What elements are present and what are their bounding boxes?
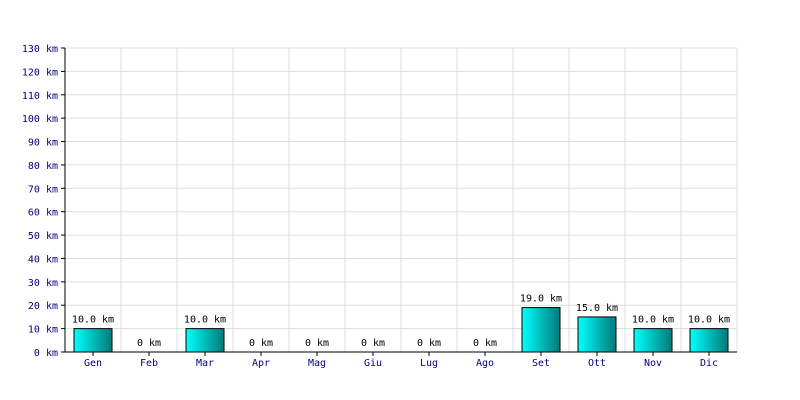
data-label-mag: 0 km: [305, 338, 329, 349]
x-tick-label-dic: Dic: [700, 358, 718, 369]
data-label-set: 19.0 km: [520, 294, 562, 305]
data-label-nov: 10.0 km: [632, 315, 674, 326]
y-tick-label: 130 km: [22, 44, 58, 55]
axes: [61, 47, 737, 356]
x-tick-label-ago: Ago: [476, 358, 494, 369]
y-tick-label: 50 km: [28, 231, 58, 242]
data-label-apr: 0 km: [249, 338, 273, 349]
bar-nov: [633, 328, 673, 353]
y-tick-label: 30 km: [28, 278, 58, 289]
x-tick-label-nov: Nov: [644, 358, 662, 369]
x-tick-label-giu: Giu: [364, 358, 382, 369]
x-tick-label-set: Set: [532, 358, 550, 369]
bar-mar: [185, 328, 225, 353]
x-tick-label-lug: Lug: [420, 358, 438, 369]
y-tick-label: 100 km: [22, 114, 58, 125]
data-label-feb: 0 km: [137, 338, 161, 349]
grid: [65, 47, 738, 353]
x-tick-label-feb: Feb: [140, 358, 158, 369]
bar-set: [521, 307, 561, 353]
data-label-mar: 10.0 km: [184, 315, 226, 326]
data-label-ago: 0 km: [473, 338, 497, 349]
data-label-gen: 10.0 km: [72, 315, 114, 326]
x-tick-label-mar: Mar: [196, 358, 214, 369]
y-tick-label: 20 km: [28, 301, 58, 312]
x-tick-label-gen: Gen: [84, 358, 102, 369]
y-tick-label: 120 km: [22, 67, 58, 78]
bar-gen: [73, 328, 113, 353]
y-tick-label: 40 km: [28, 254, 58, 265]
y-tick-label: 110 km: [22, 91, 58, 102]
data-label-lug: 0 km: [417, 338, 441, 349]
bars: [73, 307, 729, 353]
data-labels: 10.0 km 0 km 10.0 km 0 km 0 km 0 km 0 km 0 km 19…: [72, 294, 730, 349]
x-tick-label-mag: Mag: [308, 358, 326, 369]
bar-dic: [689, 328, 729, 353]
y-axis-ticks: 0 km 10 km 20 km 30 km 40 km 50 km 60 km 70 km 8…: [22, 44, 58, 359]
y-tick-label: 70 km: [28, 184, 58, 195]
y-tick-label: 90 km: [28, 138, 58, 149]
x-axis-ticks: Gen Feb Mar Apr Mag Giu Lug Ago Set Ott Nov Dic: [84, 358, 718, 369]
data-label-ott: 15.0 km: [576, 303, 618, 314]
y-tick-label: 60 km: [28, 208, 58, 219]
y-tick-label: 0 km: [34, 348, 58, 359]
y-tick-label: 80 km: [28, 161, 58, 172]
y-tick-label: 10 km: [28, 325, 58, 336]
x-tick-label-apr: Apr: [252, 358, 270, 369]
bar-ott: [577, 316, 617, 353]
data-label-giu: 0 km: [361, 338, 385, 349]
x-tick-label-ott: Ott: [588, 358, 606, 369]
data-label-dic: 10.0 km: [688, 315, 730, 326]
